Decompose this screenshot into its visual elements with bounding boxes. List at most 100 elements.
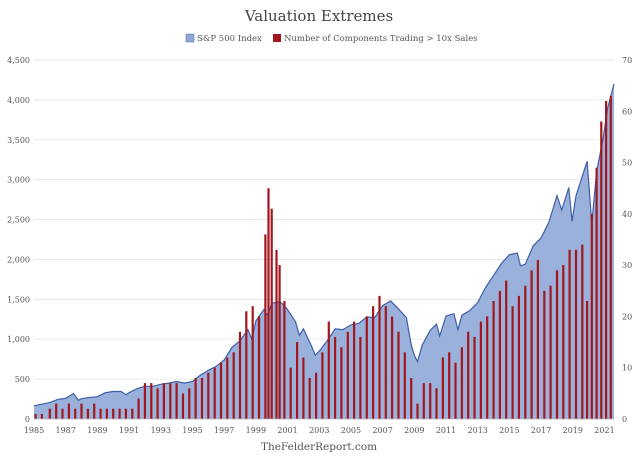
right-axis-ticks: 0 10 20 30 40 50 60 70: [622, 56, 632, 424]
component-bar: [562, 265, 565, 419]
component-bar: [340, 347, 343, 419]
component-bar: [213, 367, 216, 419]
x-tick-label: 2013: [468, 426, 488, 435]
component-bar: [226, 357, 229, 419]
component-bar: [448, 352, 451, 419]
x-tick-label: 2007: [372, 426, 392, 435]
sp500-line: [33, 83, 615, 407]
component-bar: [416, 403, 419, 419]
component-bar: [410, 378, 413, 419]
component-bar: [334, 336, 337, 419]
right-tick-label: 30: [622, 261, 632, 270]
left-tick-label: 3,000: [7, 176, 30, 185]
component-bar: [105, 408, 108, 419]
left-tick-label: 2,000: [7, 255, 30, 264]
left-tick-label: 4,000: [7, 96, 30, 105]
left-tick-label: 500: [15, 375, 30, 384]
component-bar: [257, 316, 261, 419]
component-bar: [555, 270, 559, 419]
component-bar: [40, 413, 43, 419]
right-tick-label: 10: [622, 364, 632, 373]
component-bar: [372, 306, 375, 419]
x-tick-label: 1997: [214, 426, 234, 435]
component-bar: [581, 244, 584, 419]
component-bar: [549, 285, 552, 419]
right-tick-label: 20: [622, 312, 632, 321]
component-bar: [536, 260, 539, 419]
component-bar: [194, 378, 197, 419]
x-tick-label: 2015: [499, 426, 519, 435]
component-bar: [289, 367, 292, 419]
left-tick-label: 0: [25, 415, 30, 424]
component-bar: [460, 347, 463, 419]
component-bar: [232, 352, 235, 419]
component-bar: [595, 167, 598, 419]
component-bar: [245, 311, 248, 419]
component-bar: [308, 378, 311, 419]
component-bar: [486, 316, 489, 419]
component-bar: [296, 342, 299, 419]
legend-label-components: Number of Components Trading > 10x Sales: [284, 34, 478, 44]
legend-swatch-components: [273, 34, 281, 42]
component-bar: [200, 378, 204, 419]
component-bar: [34, 413, 37, 419]
x-tick-label: 1985: [24, 426, 44, 435]
component-bar: [74, 408, 77, 419]
legend: S&P 500 Index Number of Components Tradi…: [185, 33, 478, 44]
x-tick-label: 1989: [87, 426, 107, 435]
component-bar: [219, 362, 223, 419]
component-bar: [278, 265, 281, 419]
component-bar: [609, 95, 612, 420]
component-bar: [48, 408, 51, 419]
component-bar: [391, 316, 394, 419]
x-tick-label: 2009: [404, 426, 424, 435]
x-tick-label: 2017: [531, 426, 551, 435]
component-bar: [467, 331, 470, 419]
components-bar-layer: [34, 95, 612, 420]
component-bar: [283, 301, 286, 419]
component-bar: [137, 398, 140, 419]
component-bar: [188, 388, 191, 419]
component-bar: [600, 121, 603, 419]
component-bar: [238, 331, 242, 419]
component-bar: [80, 403, 83, 419]
component-bar: [378, 295, 381, 419]
component-bar: [267, 188, 270, 419]
sp500-area-layer: [33, 83, 615, 420]
x-tick-label: 1991: [119, 426, 139, 435]
x-tick-label: 2021: [594, 426, 614, 435]
component-bar: [124, 408, 127, 419]
component-bar: [492, 301, 495, 419]
component-bar: [498, 290, 501, 419]
component-bar: [181, 393, 185, 419]
component-bar: [403, 352, 406, 419]
component-bar: [479, 321, 482, 419]
component-bar: [175, 383, 178, 419]
component-bar: [264, 234, 267, 419]
component-bar: [590, 213, 593, 419]
x-tick-label: 1993: [151, 426, 171, 435]
component-bar: [327, 321, 330, 419]
x-tick-label: 1995: [182, 426, 202, 435]
right-tick-label: 50: [622, 159, 632, 168]
component-bar: [435, 388, 438, 419]
left-tick-label: 2,500: [7, 216, 30, 225]
component-bar: [517, 295, 520, 419]
x-tick-label: 2019: [563, 426, 583, 435]
legend-swatch-sp500: [185, 33, 195, 43]
component-bar: [131, 408, 134, 419]
component-bar: [143, 383, 146, 419]
right-tick-label: 60: [622, 107, 632, 116]
chart-title: Valuation Extremes: [244, 7, 393, 25]
component-bar: [574, 249, 578, 419]
x-tick-label: 1987: [56, 426, 76, 435]
component-bar: [207, 372, 210, 419]
gridlines: [34, 59, 614, 420]
x-tick-label: 2003: [309, 426, 329, 435]
left-tick-label: 3,500: [7, 136, 30, 145]
x-tick-label: 1999: [246, 426, 266, 435]
right-tick-label: 0: [622, 415, 627, 424]
x-tick-label: 2005: [341, 426, 361, 435]
component-bar: [112, 408, 115, 419]
component-bar: [365, 316, 368, 419]
